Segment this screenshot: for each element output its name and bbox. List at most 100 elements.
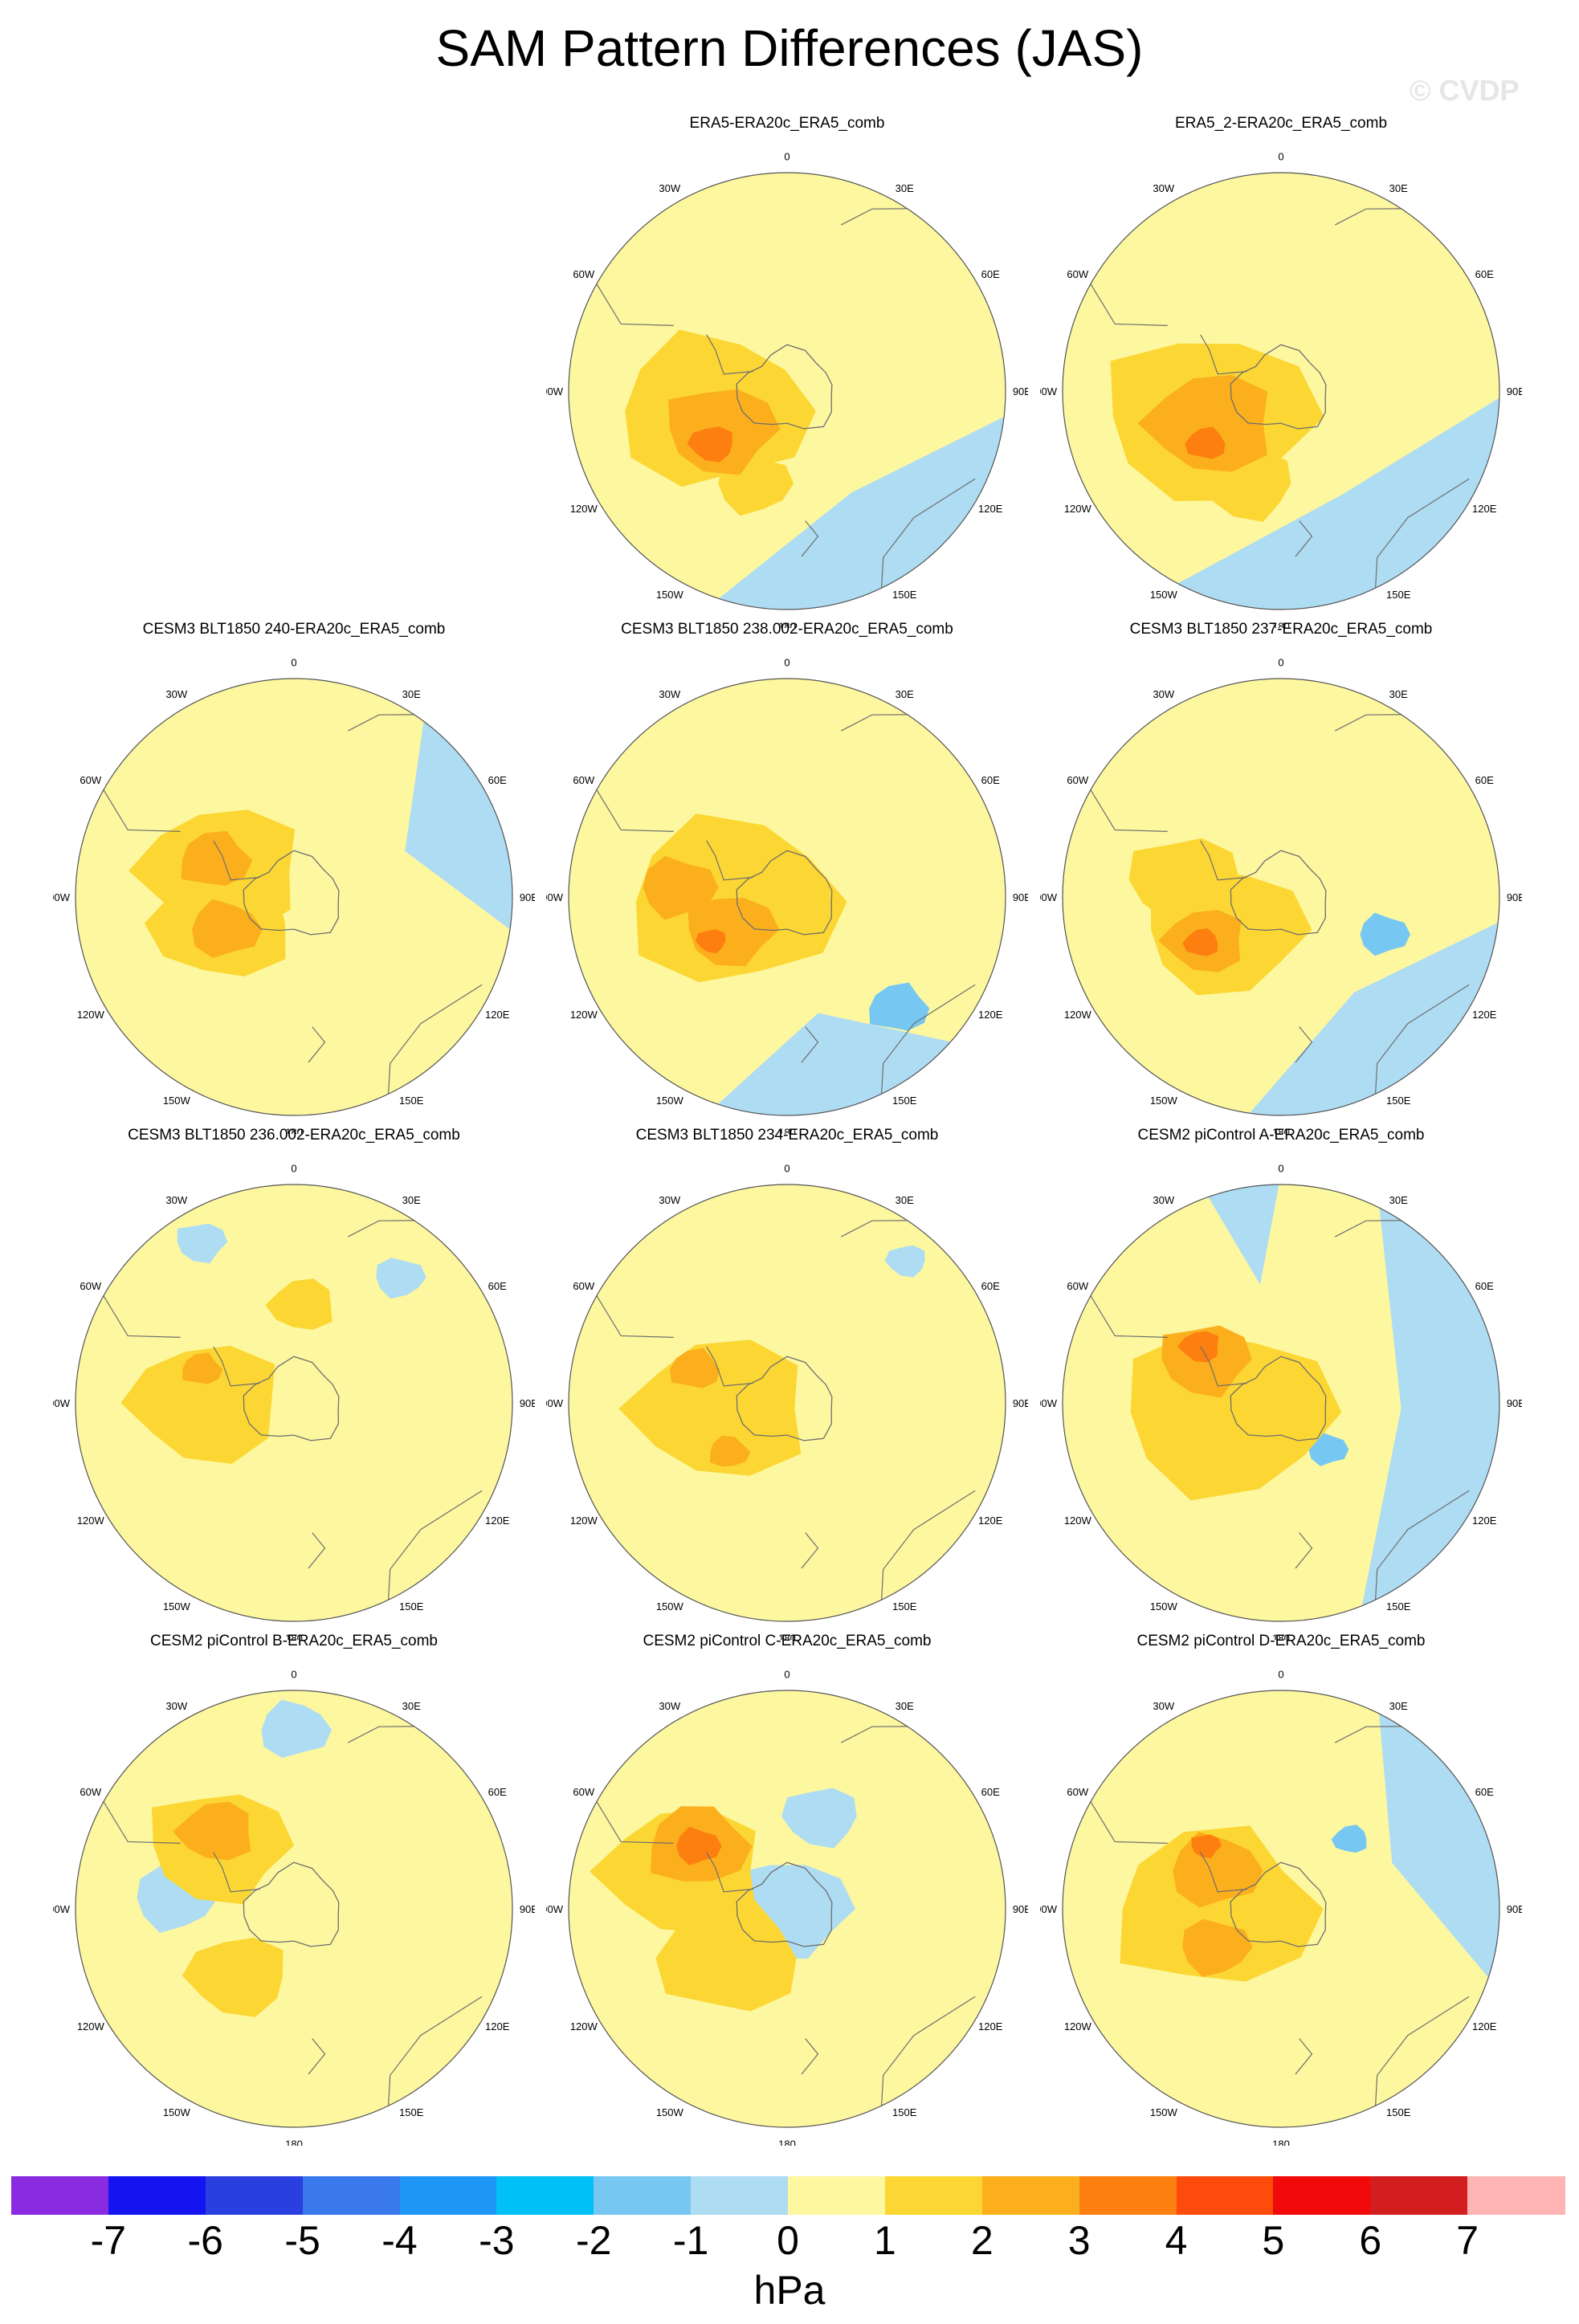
colorbar-tick-label: -4 [381,2218,418,2263]
longitude-label: 90W [53,1903,71,1915]
colorbar-segment [496,2176,594,2215]
colorbar-segment [1370,2176,1468,2215]
polar-stereographic-map: 0 30E 60E 90E 120E 150E 180 150W 120W 90W 60W 30W [546,657,1028,1134]
australia-coastline [1374,1490,1470,1605]
map-boundary [568,172,1006,610]
panel-title: ERA5_2-ERA20c_ERA5_comb [1174,115,1388,132]
peninsula-coastline [1200,1852,1247,1893]
longitude-label: 180 [285,2138,303,2146]
longitude-label: 30W [165,1194,187,1206]
new-zealand-coastline [1295,1026,1313,1063]
longitude-label: 180 [1272,1126,1290,1134]
longitude-label: 90E [1013,891,1028,903]
colorbar-segment [399,2176,497,2215]
colorbar-tick-label: 7 [1456,2218,1479,2263]
map-panel: CESM3 BLT1850 237-ERA20c_ERA5_comb 0 30E 60… [1040,620,1522,1134]
longitude-label: 90E [1013,1397,1028,1409]
colorbar-tick-label: -5 [284,2218,320,2263]
longitude-label: 0 [784,151,790,163]
colorbar-segment [108,2176,206,2215]
longitude-label: 120W [77,2020,105,2032]
africa-coastline [347,1220,422,1237]
longitude-label: 0 [291,1163,296,1175]
colorbar-segment [11,2176,109,2215]
anomaly-region-positive [1191,1834,1222,1859]
longitude-label: 150E [1386,1600,1411,1613]
longitude-label: 0 [1278,657,1283,669]
longitude-label: 60E [981,1280,1000,1292]
anomaly-region-positive [1182,1918,1253,1977]
map-boundary [75,1184,513,1622]
longitude-label: 0 [784,1669,790,1681]
south-america-coastline [1087,1290,1168,1338]
longitude-label: 180 [778,620,796,628]
panel-title: CESM3 BLT1850 236.002-ERA20c_ERA5_comb [128,1127,460,1144]
longitude-label: 30W [659,1700,680,1712]
longitude-label: 30W [1153,182,1174,194]
longitude-label: 0 [1278,1669,1283,1681]
longitude-label: 90W [53,891,71,903]
longitude-label: 30W [1153,1700,1174,1712]
longitude-label: 90W [1040,1903,1058,1915]
anomaly-region-negative [261,1699,333,1758]
map-boundary [1062,678,1500,1116]
panel-title: CESM3 BLT1850 234-ERA20c_ERA5_comb [635,1127,939,1144]
longitude-label: 180 [1272,620,1290,628]
antarctica-coastline [736,850,833,936]
africa-coastline [840,208,916,226]
anomaly-region-negative [869,982,930,1031]
longitude-label: 60E [981,268,1000,280]
south-america-coastline [1087,1796,1168,1844]
australia-coastline [387,1996,483,2111]
anomaly-region-positive [618,1339,802,1476]
longitude-label: 120E [1472,503,1497,515]
map-panel: CESM3 BLT1850 236.002-ERA20c_ERA5_comb 0 3… [53,1126,535,1640]
anomaly-region-positive [173,1801,251,1861]
longitude-label: 90W [53,1397,71,1409]
new-zealand-coastline [1295,2038,1313,2075]
colorbar-tick-label: 3 [1067,2218,1091,2263]
polar-stereographic-map: 0 30E 60E 90E 120E 150E 180 150W 120W 90W 60W 30W [1040,1163,1522,1640]
longitude-label: 180 [1272,1632,1290,1640]
colorbar-tick-label: -1 [672,2218,709,2263]
australia-coastline [1374,1996,1470,2111]
panel-title: CESM3 BLT1850 237-ERA20c_ERA5_comb [1129,621,1433,638]
colorbar-units: hPa [753,2268,826,2313]
longitude-label: 90W [546,385,564,398]
longitude-label: 150E [399,1600,424,1613]
longitude-label: 150E [892,1095,917,1107]
longitude-label: 150E [1386,1095,1411,1107]
longitude-label: 60E [1475,1786,1494,1798]
map-panel: CESM3 BLT1850 238.002-ERA20c_ERA5_comb 0 3… [546,620,1028,1134]
colorbar-tick-label: 4 [1165,2218,1188,2263]
longitude-label: 0 [1278,151,1283,163]
africa-coastline [1334,208,1410,226]
map-panel: CESM2 piControl C-ERA20c_ERA5_comb 0 30E 60… [546,1632,1028,2146]
colorbar-segment [302,2176,400,2215]
peninsula-coastline [1200,334,1247,375]
new-zealand-coastline [1295,520,1313,557]
longitude-label: 120W [570,503,598,515]
map-panel: CESM3 BLT1850 234-ERA20c_ERA5_comb 0 30E 60… [546,1126,1028,1640]
polar-stereographic-map: 0 30E 60E 90E 120E 150E 180 150W 120W 90W 60W 30W [53,657,535,1134]
antarctica-coastline [736,1356,833,1441]
figure-title: SAM Pattern Differences (JAS) [435,19,1144,77]
longitude-label: 120W [570,1515,598,1527]
anomaly-region-negative [405,709,512,937]
south-america-coastline [594,785,674,832]
longitude-label: 150E [892,2106,917,2118]
antarctica-coastline [243,1861,340,1947]
longitude-label: 60W [1067,1280,1088,1292]
longitude-label: 60E [488,774,507,786]
longitude-label: 30E [1389,688,1408,700]
south-america-coastline [594,279,674,326]
longitude-label: 120E [978,1515,1003,1527]
longitude-label: 60W [80,1280,101,1292]
antarctica-coastline [736,344,833,430]
longitude-label: 30E [1389,1700,1408,1712]
south-america-coastline [594,1796,674,1844]
longitude-label: 90W [546,1903,564,1915]
new-zealand-coastline [801,520,819,557]
longitude-label: 150W [163,1600,191,1613]
longitude-label: 30E [896,182,914,194]
